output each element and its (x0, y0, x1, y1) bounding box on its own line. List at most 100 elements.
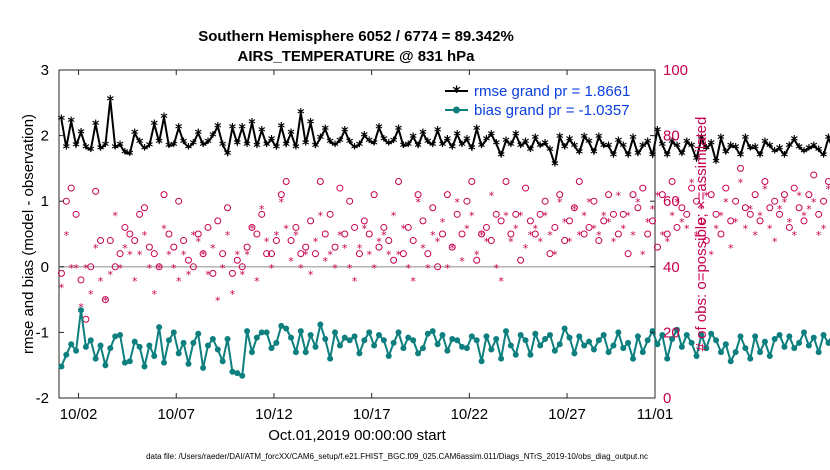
bias-point (58, 363, 65, 370)
rmse-point: * (659, 139, 667, 155)
rmse-point: * (629, 132, 637, 148)
rmse-point: * (791, 134, 799, 150)
obs-possible-point (248, 223, 256, 231)
bias-point (761, 338, 768, 345)
rmse-point: * (136, 136, 144, 152)
legend-rmse-label: rmse grand pr = 1.8661 (474, 83, 630, 100)
rmse-point: * (395, 123, 403, 139)
obs-possible-point (561, 237, 569, 245)
obs-possible-point (595, 237, 603, 245)
obs-assimilated-point: * (791, 229, 797, 242)
obs-possible-point (155, 263, 163, 271)
obs-assimilated-point: * (415, 196, 421, 209)
obs-possible-point (57, 269, 65, 277)
obs-assimilated-point: * (523, 242, 529, 255)
obs-assimilated-point: * (669, 209, 675, 222)
obs-possible-point (649, 217, 657, 225)
obs-possible-point (326, 210, 334, 218)
rmse-point: * (610, 149, 618, 165)
obs-possible-point (380, 223, 388, 231)
obs-possible-point (668, 178, 676, 186)
bias-point (630, 355, 637, 362)
obs-possible-point (697, 217, 705, 225)
rmse-point: * (751, 141, 759, 157)
rmse-point: * (155, 136, 163, 152)
obs-possible-point (243, 243, 251, 251)
bias-point (244, 328, 251, 335)
obs-possible-point (116, 250, 124, 258)
rmse-point: * (620, 140, 628, 156)
obs-assimilated-point: * (645, 216, 651, 229)
bias-point (278, 322, 285, 329)
rmse-point: * (756, 149, 764, 165)
rmse-point: * (224, 148, 232, 164)
obs-possible-point (609, 210, 617, 218)
bias-point (571, 350, 578, 357)
bias-point (742, 345, 749, 352)
bias-point (239, 372, 246, 379)
obs-possible-point (658, 191, 666, 199)
rmse-point: * (781, 149, 789, 165)
bias-series (58, 307, 830, 379)
obs-assimilated-point: * (459, 255, 465, 268)
obs-possible-point (688, 184, 696, 192)
bias-point (180, 339, 187, 346)
obs-assimilated-point: * (220, 262, 226, 275)
rmse-point: * (468, 143, 476, 159)
bias-point (512, 351, 519, 358)
obs-assimilated-point: * (362, 222, 368, 235)
y-tick-label-right: 40 (663, 259, 680, 276)
rmse-point: * (512, 128, 520, 144)
obs-assimilated-point: * (679, 216, 685, 229)
obs-assimilated-point: * (469, 209, 475, 222)
rmse-point: * (419, 127, 427, 143)
obs-assimilated-point: * (616, 190, 622, 203)
rmse-point: * (742, 132, 750, 148)
rmse-point: * (77, 126, 85, 142)
obs-assimilated-point: * (112, 209, 118, 222)
rmse-point: * (151, 118, 159, 134)
obs-assimilated-point: * (513, 222, 519, 235)
obs-assimilated-point: * (205, 268, 211, 281)
obs-assimilated-point: * (230, 288, 236, 301)
obs-possible-point (375, 243, 383, 251)
bias-point (581, 342, 588, 349)
rmse-point: * (195, 127, 203, 143)
obs-assimilated-point: * (73, 262, 79, 275)
rmse-point: * (121, 147, 129, 163)
rmse-point: * (102, 139, 110, 155)
bias-point (273, 339, 280, 346)
obs-assimilated-point: * (239, 268, 245, 281)
bias-point (395, 329, 402, 336)
rmse-point: * (199, 139, 207, 155)
obs-assimilated-point: * (396, 249, 402, 262)
obs-possible-point (502, 178, 510, 186)
obs-possible-point (224, 204, 232, 212)
obs-assimilated-point: * (498, 275, 504, 288)
bias-point (561, 325, 568, 332)
obs-possible-point (297, 250, 305, 258)
obs-assimilated-point: * (650, 203, 656, 216)
obs-assimilated-point: * (186, 268, 192, 281)
obs-assimilated-point: * (137, 249, 143, 262)
obs-possible-point (522, 184, 530, 192)
obs-assimilated-point: * (630, 229, 636, 242)
obs-assimilated-point: * (156, 262, 162, 275)
bias-point (424, 330, 431, 337)
obs-possible-point (619, 210, 627, 218)
bias-point (361, 337, 368, 344)
obs-possible-point (321, 230, 329, 238)
obs-possible-point (438, 230, 446, 238)
bias-point (263, 329, 270, 336)
bias-point (522, 337, 529, 344)
rmse-point: * (463, 134, 471, 150)
obs-assimilated-point: * (259, 203, 265, 216)
obs-possible-point (385, 237, 393, 245)
rmse-point: * (580, 131, 588, 147)
bias-point (102, 362, 109, 369)
bias-point (766, 353, 773, 360)
rmse-point: * (556, 131, 564, 147)
rmse-point: * (243, 139, 251, 155)
rmse-point: * (107, 94, 115, 110)
obs-possible-point (233, 256, 241, 264)
